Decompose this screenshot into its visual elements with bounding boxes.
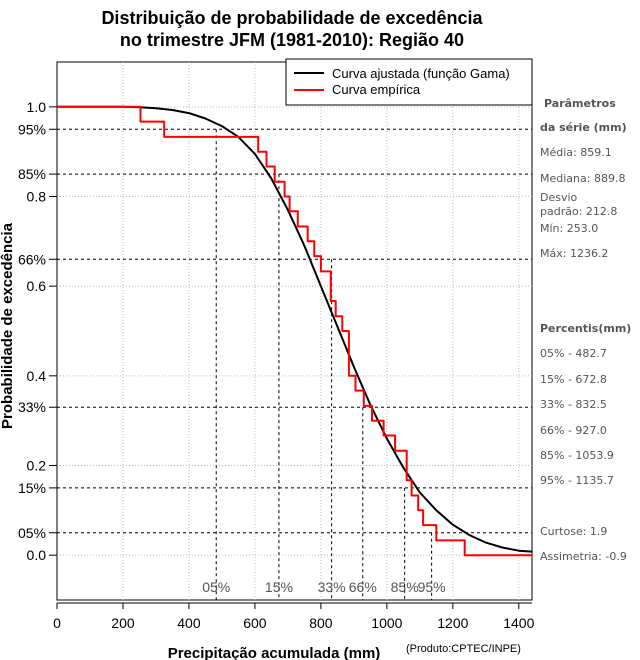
credit-text: (Produto:CPTEC/INPE) [406,643,521,655]
percentile-label: 85% [391,579,419,595]
percentil-85: 85% - 1053.9 [540,449,614,462]
x-axis-ticks: 0 200 400 600 800 1000 1200 1400 [53,603,535,631]
side-panel: Parâmetros da série (mm) Média: 859.1 Me… [540,97,631,563]
stat-desvio-line2: padrão: 212.8 [540,205,617,218]
stat-max: Máx: 1236.2 [540,247,608,260]
y-tick-label: 33% [18,399,46,415]
stat-mediana: Mediana: 889.8 [540,172,625,185]
y-tick-label: 15% [18,480,46,496]
percentile-label: 05% [202,579,230,595]
percentis-heading: Percentis(mm) [540,322,631,335]
x-tick-label: 0 [53,615,61,631]
stat-assimetria: Assimetria: -0.9 [540,550,627,563]
legend: Curva ajustada (função Gama) Curva empír… [285,58,533,106]
percentil-95: 95% - 1135.7 [540,474,614,487]
percentile-label: 95% [418,579,446,595]
params-heading-line1: Parâmetros [544,97,616,110]
y-tick-label: 0.0 [27,547,47,563]
chart-title-line2: no trimestre JFM (1981-2010): Região 40 [120,30,464,50]
empirical-curve [57,105,532,557]
chart-title-line1: Distribuição de probabilidade de excedên… [101,8,483,28]
x-axis-title: Precipitação acumulada (mm) [168,645,381,660]
y-axis-ticks: 1.0 95% 85% 0.8 66% 0.6 0.4 33% 0.2 15% 05% 0.0 [18,99,57,563]
y-tick-label: 0.8 [27,189,47,205]
percentil-33: 33% - 832.5 [540,398,607,411]
y-tick-label: 0.6 [27,278,47,294]
y-tick-label: 1.0 [27,99,47,115]
fitted-gamma-curve [57,105,533,553]
y-tick-label: 0.4 [27,368,47,384]
x-tick-label: 800 [309,615,333,631]
x-tick-label: 600 [243,615,267,631]
legend-label-empirical: Curva empírica [332,82,421,97]
series-lines [57,105,533,557]
params-heading-line2: da série (mm) [540,121,627,134]
x-tick-label: 1000 [371,615,402,631]
stat-desvio-line1: Desvio [540,191,578,204]
percentil-05: 05% - 482.7 [540,347,607,360]
percentil-15: 15% - 672.8 [540,373,607,386]
y-tick-label: 0.2 [27,458,47,474]
x-tick-label: 400 [177,615,201,631]
percentile-label: 33% [318,579,346,595]
percentile-label: 66% [349,579,377,595]
y-tick-label: 95% [18,121,46,137]
legend-box [285,58,533,106]
x-tick-label: 1400 [503,615,534,631]
x-tick-label: 1200 [437,615,468,631]
legend-label-fitted: Curva ajustada (função Gama) [332,66,510,81]
percentile-label: 15% [265,579,293,595]
percentile-guides: 05% 15% 33% 66% 85%95% [57,128,532,600]
stat-min: Mín: 253.0 [540,222,598,235]
stat-media: Média: 859.1 [540,146,612,159]
y-tick-label: 05% [18,525,46,541]
plot-frame [56,61,533,601]
stat-curtose: Curtose: 1.9 [540,525,607,538]
y-tick-label: 85% [18,166,46,182]
x-tick-label: 200 [111,615,135,631]
percentil-66: 66% - 927.0 [540,424,607,437]
y-tick-label: 66% [18,251,46,267]
y-axis-title: Probabilidade de excedência [0,222,16,429]
grid-lines [57,62,532,600]
